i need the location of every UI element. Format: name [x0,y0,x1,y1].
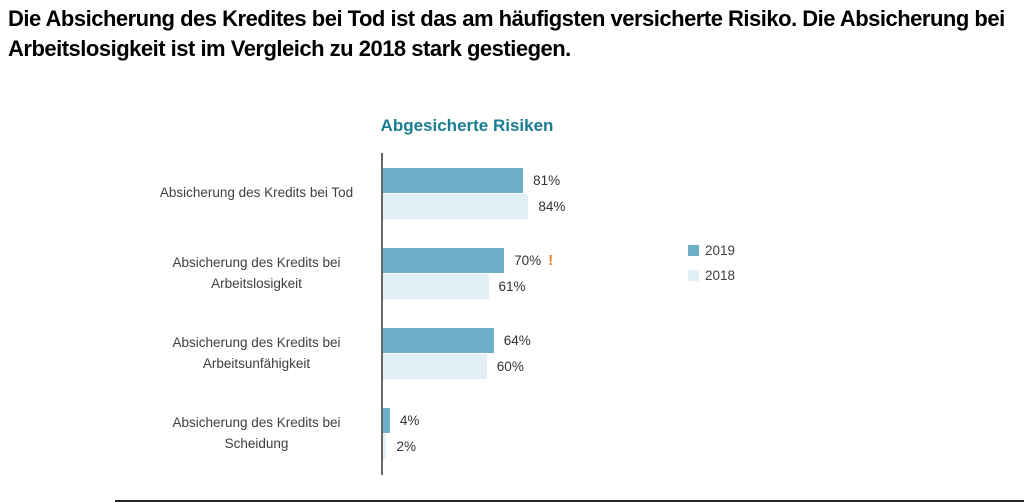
alert-exclamation: ! [548,252,554,269]
data-label: 84% [538,199,566,214]
chart-title: Abgesicherte Risiken [380,116,554,135]
legend-swatch [688,245,699,256]
legend-label: 2018 [705,268,736,283]
data-label: 60% [496,359,524,374]
data-label: 4% [399,413,420,428]
bar-row-2019: 70%! [383,248,553,273]
bar-row-2019: 81% [383,168,560,193]
data-label: 2% [396,439,416,454]
y-axis-line [381,153,383,475]
category-label: Absicherung des Kredits bei Arbeitsunfäh… [172,334,341,371]
legend-item-2018: 2018 [688,268,735,283]
bar-row-2019: 64% [383,328,531,353]
category-label: Absicherung des Kredits bei Scheidung [172,414,341,451]
category-label: Absicherung des Kredits bei Arbeitslosig… [172,254,341,291]
bar-2018 [383,434,387,459]
data-label: 61% [498,279,526,294]
bottom-rule [115,500,1024,502]
bar-2019 [383,168,524,193]
legend-label: 2019 [705,243,736,258]
data-label: 70% [514,253,542,268]
bar-2018 [383,274,489,299]
bar-row-2019: 4% [383,408,419,433]
category-label: Absicherung des Kredits bei Tod [159,185,354,201]
bar-2018 [383,354,487,379]
bar-row-2018: 84% [383,194,565,219]
bar-row-2018: 61% [383,274,526,299]
data-label: 64% [503,333,531,348]
bar-row-2018: 2% [383,434,416,459]
legend-swatch [688,270,699,281]
legend: 2019 2018 [688,243,735,293]
bar-2019 [383,248,505,273]
headline: Die Absicherung des Kredites bei Tod ist… [8,6,1005,61]
legend-item-2019: 2019 [688,243,735,258]
plot-area: Absicherung des Kredits bei Tod 81% 84% Abs… [0,168,1024,475]
bar-2019 [383,408,390,433]
data-label: 81% [533,173,561,188]
bar-row-2018: 60% [383,354,524,379]
bar-2019 [383,328,494,353]
bar-2018 [383,194,529,219]
